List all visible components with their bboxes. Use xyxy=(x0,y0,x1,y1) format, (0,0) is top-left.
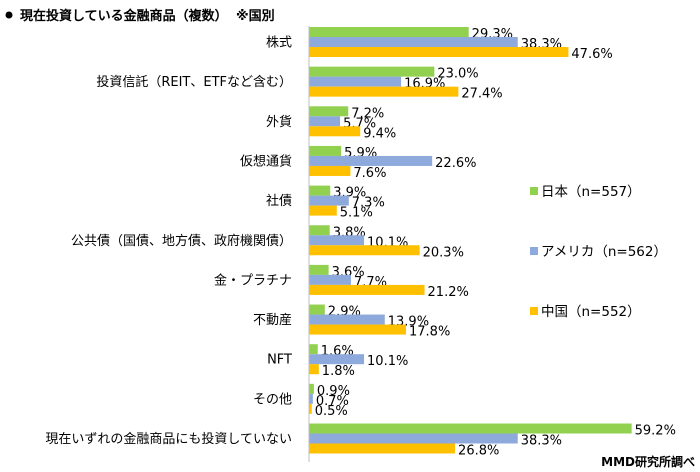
bar-japan xyxy=(309,344,318,355)
bar-japan xyxy=(309,106,349,117)
bar-usa xyxy=(309,433,518,444)
title-note: ※国別 xyxy=(236,9,275,24)
legend: 日本（n=557） アメリカ（n=562） 中国（n=552） xyxy=(530,184,667,320)
bar-japan xyxy=(309,66,435,77)
data-label-japan: 23.0% xyxy=(437,67,478,82)
bar-usa xyxy=(309,314,385,325)
bar-usa xyxy=(309,195,349,206)
bar-japan xyxy=(309,423,632,434)
bar-china xyxy=(309,126,361,137)
bar-china xyxy=(309,86,459,97)
data-label-china: 5.1% xyxy=(340,206,373,221)
bar-china xyxy=(309,165,351,176)
bar-china xyxy=(309,364,319,375)
category-label: 公共債（国債、地方債、政府機関債） xyxy=(71,233,292,249)
category-label: 外貨 xyxy=(266,114,292,130)
data-label-china: 0.5% xyxy=(315,404,348,419)
bar-japan xyxy=(309,304,325,315)
legend-label-china: 中国（n=552） xyxy=(541,304,641,320)
data-label-china: 47.6% xyxy=(571,47,612,62)
data-label-china: 27.4% xyxy=(461,87,502,102)
category-label: 不動産 xyxy=(253,312,292,328)
bar-usa xyxy=(309,116,341,127)
bars-layer: 株式29.3%38.3%47.6%投資信託（REIT、ETFなど含む）23.0%… xyxy=(45,27,676,459)
bar-usa xyxy=(309,393,313,404)
data-label-china: 1.8% xyxy=(322,364,355,379)
data-label-usa: 10.1% xyxy=(367,354,408,369)
data-label-china: 9.4% xyxy=(363,126,396,141)
source-credit: MMD研究所調べ xyxy=(601,454,695,469)
data-label-china: 20.3% xyxy=(423,245,464,260)
bar-usa xyxy=(309,37,518,47)
data-label-china: 17.8% xyxy=(409,325,450,340)
bar-china xyxy=(309,403,312,414)
bar-china xyxy=(309,205,337,216)
title-text: 現在投資している金融商品（複数） xyxy=(20,8,228,24)
category-label: 金・プラチナ xyxy=(214,272,292,288)
category-label: 現在いずれの金融商品にも投資していない xyxy=(45,431,292,447)
data-label-china: 26.8% xyxy=(458,444,499,459)
bar-china xyxy=(309,245,420,256)
bar-china xyxy=(309,284,425,295)
bar-usa xyxy=(309,354,365,365)
category-label: NFT xyxy=(267,353,292,368)
bar-china xyxy=(309,47,569,57)
data-label-japan: 7.2% xyxy=(351,106,384,121)
bar-usa xyxy=(309,76,402,87)
data-label-usa: 7.3% xyxy=(352,196,385,211)
data-label-usa: 0.7% xyxy=(316,394,349,409)
data-label-usa: 22.6% xyxy=(435,156,476,171)
bar-usa xyxy=(309,274,351,285)
legend-label-usa: アメリカ（n=562） xyxy=(541,244,667,260)
chart-title: 現在投資している金融商品（複数） ※国別 xyxy=(5,8,275,24)
category-label: その他 xyxy=(253,392,292,407)
bar-usa xyxy=(309,155,433,166)
category-label: 仮想通貨 xyxy=(240,153,292,169)
data-label-japan: 0.9% xyxy=(317,384,350,399)
category-label: 投資信託（REIT、ETFなど含む） xyxy=(96,74,292,90)
title-bullet-icon xyxy=(5,11,13,19)
legend-swatch-china xyxy=(530,307,538,315)
bar-japan xyxy=(309,225,330,236)
legend-swatch-usa xyxy=(530,247,538,255)
bar-japan xyxy=(309,383,314,394)
bar-japan xyxy=(309,145,342,156)
legend-label-japan: 日本（n=557） xyxy=(541,184,641,200)
legend-swatch-japan xyxy=(530,187,538,195)
bar-japan xyxy=(309,185,331,196)
bar-japan xyxy=(309,27,469,37)
bar-usa xyxy=(309,235,365,246)
data-label-japan: 59.2% xyxy=(635,424,676,439)
bar-japan xyxy=(309,264,329,275)
data-label-china: 7.6% xyxy=(353,166,386,181)
bar-china xyxy=(309,324,407,335)
bar-china xyxy=(309,443,456,454)
category-label: 社債 xyxy=(266,193,292,209)
data-label-usa: 38.3% xyxy=(521,434,562,449)
category-label: 株式 xyxy=(266,36,292,51)
data-label-china: 21.2% xyxy=(428,285,469,300)
